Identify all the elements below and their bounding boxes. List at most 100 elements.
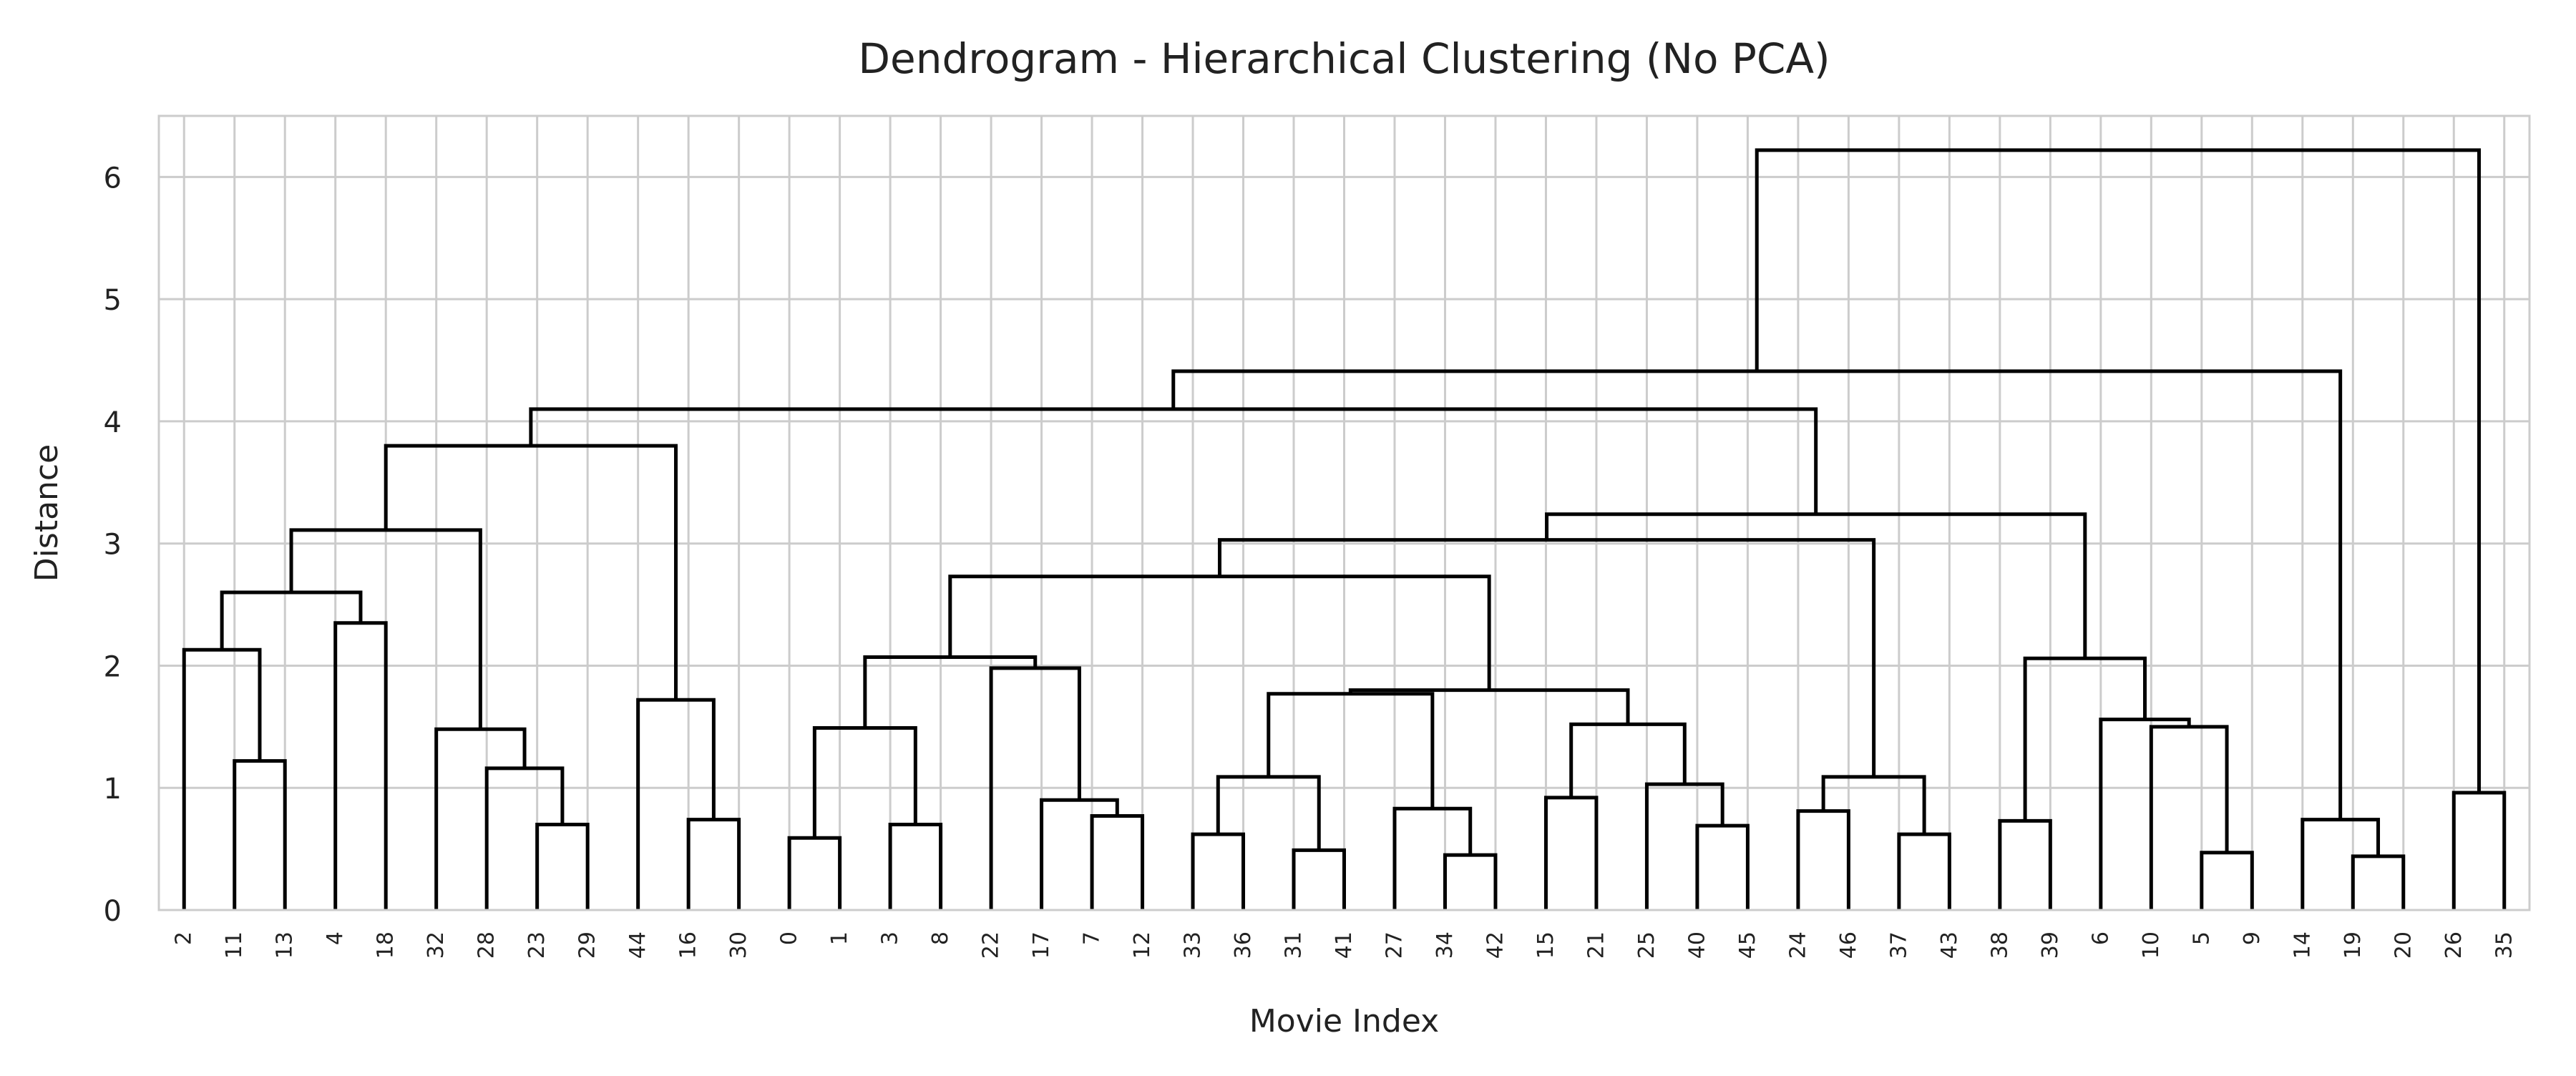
dendrogram-link [289,528,482,730]
dendrogram-link [220,590,363,650]
dendrogram-link [2351,854,2406,910]
dendrogram-link [1543,796,1599,910]
x-tick-label: 11 [222,931,247,959]
y-tick-label: 4 [104,406,122,439]
x-tick-label: 35 [2492,931,2517,959]
dendrogram-link [2023,656,2147,821]
x-tick-label: 10 [2139,931,2164,959]
dendrogram-link [989,666,1081,910]
dendrogram-link [182,647,262,910]
x-tick-label: 42 [1483,931,1508,959]
chart-title: Dendrogram - Hierarchical Clustering (No… [858,34,1830,83]
dendrogram-link [233,759,287,910]
dendrogram-link [1040,798,1119,910]
dendrogram-link [2149,725,2229,910]
dendrogram-link [1695,823,1750,910]
x-tick-label: 33 [1181,931,1206,959]
x-tick-label: 9 [2240,931,2265,945]
x-tick-label: 43 [1937,931,1962,959]
x-tick-label: 19 [2341,931,2366,959]
x-tick-label: 30 [726,931,751,959]
x-tick-label: 28 [474,931,499,959]
x-tick-label: 32 [424,931,449,959]
x-tick-label: 1 [827,931,852,945]
x-tick-label: 12 [1130,931,1155,959]
grid [159,116,2529,911]
y-tick-label: 5 [104,284,122,317]
dendrogram-link [1796,809,1850,910]
dendrogram-link [1292,848,1346,910]
x-tick-label: 27 [1382,931,1407,959]
dendrogram-link [1191,832,1246,910]
dendrogram-link [535,822,590,910]
y-tick-label: 6 [104,162,122,195]
y-tick-label: 0 [104,895,122,928]
dendrogram-link [1644,782,1724,910]
dendrogram-link [1569,722,1687,798]
dendrogram-link [2200,851,2254,910]
x-tick-labels: 2 11 13 4 18 32 28 23 29 44 16 30 0 1 3 8 22 17 7 12 33 36 31 4… [172,931,2517,959]
x-tick-label: 18 [374,931,399,959]
x-tick-label: 26 [2441,931,2467,959]
dendrogram-link [529,407,1818,514]
dendrogram-links [182,148,2507,910]
x-tick-label: 37 [1886,931,1911,959]
dendrogram-link [948,574,1491,690]
x-tick-label: 16 [676,931,701,959]
dendrogram-link [686,818,741,910]
dendrogram-link [1443,853,1498,910]
dendrogram-link [863,655,1038,728]
x-tick-label: 2 [172,931,197,945]
y-axis-label: Distance [29,444,65,582]
x-tick-label: 0 [777,931,802,945]
dendrogram-link [2301,818,2381,910]
x-tick-label: 34 [1433,931,1458,959]
x-tick-label: 39 [2038,931,2063,959]
y-tick-labels: 0 1 2 3 4 5 6 [104,162,122,928]
x-tick-label: 7 [1080,931,1105,945]
y-tick-label: 1 [104,773,122,806]
x-tick-label: 41 [1332,931,1357,959]
x-tick-label: 15 [1533,931,1558,959]
x-tick-label: 17 [1029,931,1054,959]
x-tick-label: 38 [1987,931,2012,959]
dendrogram-link [787,836,842,910]
x-tick-label: 24 [1785,931,1810,959]
plot-frame [157,114,2531,911]
dendrogram-link [1755,148,2482,793]
dendrogram-link [1821,775,1926,835]
dendrogram-link [1090,814,1145,910]
x-tick-label: 6 [2088,931,2113,945]
x-tick-label: 3 [878,931,903,945]
x-tick-label: 21 [1584,931,1609,959]
x-tick-label: 8 [928,931,953,945]
dendrogram-link [484,766,565,910]
x-tick-label: 25 [1634,931,1659,959]
x-tick-label: 44 [625,931,650,959]
x-tick-label: 31 [1282,931,1307,959]
dendrogram-link [812,726,917,838]
dendrogram-link [1998,818,2052,910]
dendrogram-link [1897,832,1951,910]
x-tick-label: 46 [1836,931,1861,959]
x-tick-label: 36 [1231,931,1256,959]
y-tick-label: 3 [104,529,122,562]
dendrogram-link [1171,369,2343,820]
x-tick-label: 4 [323,931,348,945]
x-tick-label: 20 [2391,931,2416,959]
x-tick-label: 13 [273,931,298,959]
x-tick-label: 29 [575,931,600,959]
x-axis-label: Movie Index [1249,1003,1439,1040]
dendrogram-link [1545,512,2087,659]
x-tick-label: 5 [2189,931,2214,945]
dendrogram-link [434,727,527,910]
dendrogram-link [2451,791,2507,910]
dendrogram-link [384,444,678,700]
dendrogram-link [2099,718,2191,910]
dendrogram-link [1392,806,1473,910]
dendrogram-link [636,698,716,910]
dendrogram-link [888,822,943,910]
x-tick-label: 40 [1684,931,1709,959]
x-tick-label: 23 [525,931,550,959]
